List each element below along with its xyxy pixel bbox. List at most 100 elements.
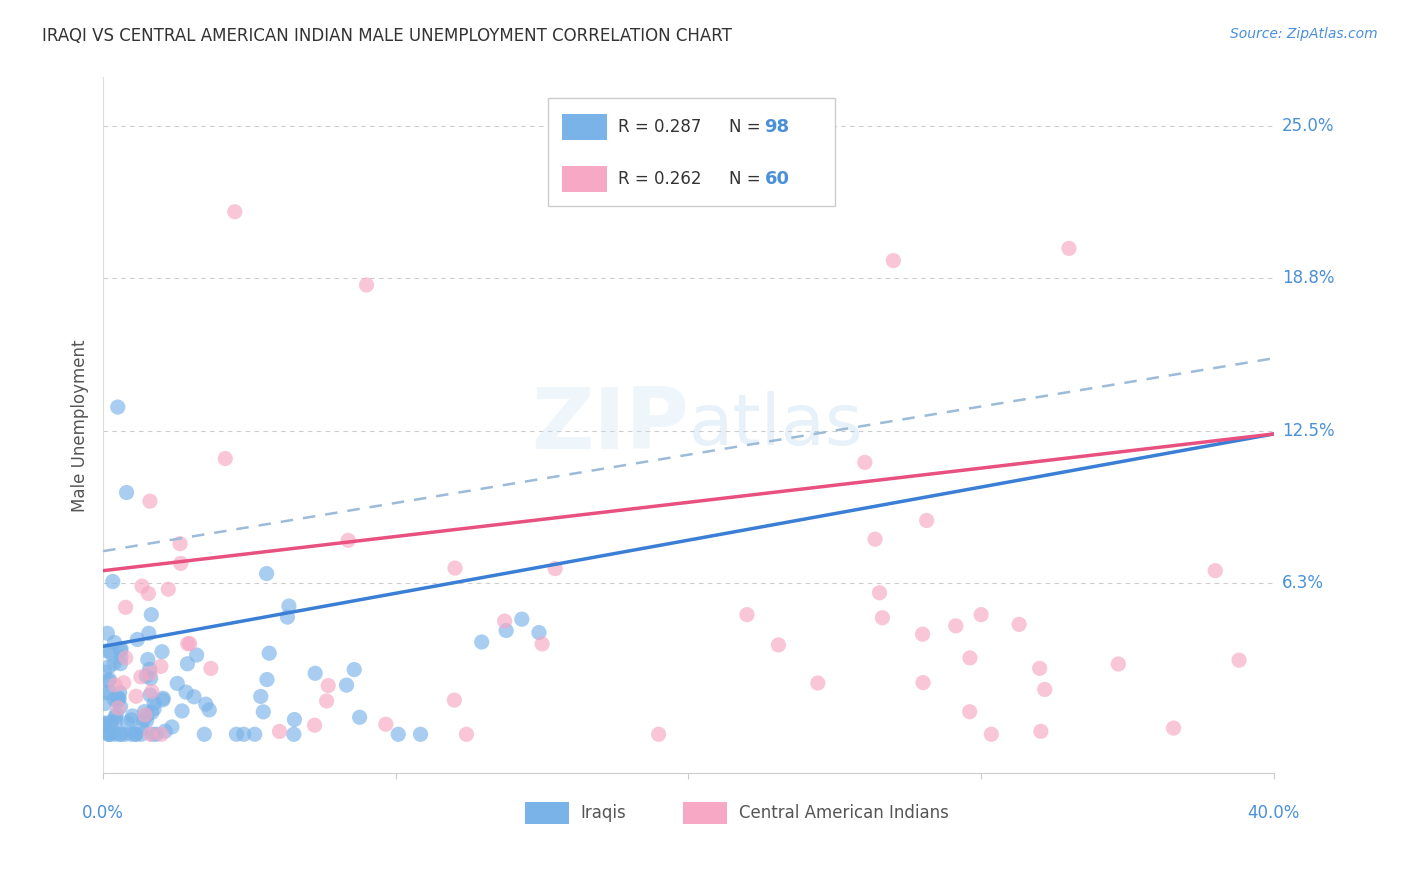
Point [349,710,371,724]
Text: Source: ZipAtlas.com: Source: ZipAtlas.com [1230,27,1378,41]
Point [108,685,131,699]
Point [101,574,124,589]
Point [495,624,517,638]
Point [110,643,132,657]
Point [166,676,188,690]
Text: 25.0%: 25.0% [1282,117,1334,136]
Point [110,699,132,714]
Point [100,716,122,731]
Point [735,607,758,622]
Point [100,646,122,660]
Point [104,710,127,724]
Point [214,451,236,466]
Point [409,727,432,741]
Point [444,561,467,575]
Point [115,485,138,500]
Point [97,727,120,741]
Point [276,610,298,624]
Point [104,727,127,741]
Point [510,612,533,626]
Bar [682,802,727,824]
Text: Iraqis: Iraqis [581,804,627,822]
Point [112,676,135,690]
Point [104,678,127,692]
Point [959,705,981,719]
Point [97,674,120,689]
Text: 0.0%: 0.0% [82,804,124,822]
Point [1227,653,1250,667]
Point [335,678,357,692]
Point [387,727,409,741]
Point [198,703,221,717]
Point [110,657,132,671]
Point [179,637,201,651]
Point [138,662,160,676]
Point [224,204,246,219]
Point [107,400,129,414]
Point [94,686,117,700]
Text: 98: 98 [765,118,790,136]
Point [114,600,136,615]
Point [107,701,129,715]
Point [131,579,153,593]
Point [152,693,174,707]
Point [980,727,1002,741]
Point [103,635,125,649]
Text: 6.3%: 6.3% [1282,574,1324,592]
Point [304,718,326,732]
Point [768,638,790,652]
Point [110,641,132,656]
Point [494,614,516,628]
Point [882,253,904,268]
Point [194,697,217,711]
Point [1033,682,1056,697]
Point [93,665,115,680]
Point [129,727,152,741]
Point [150,645,173,659]
Y-axis label: Male Unemployment: Male Unemployment [72,339,89,512]
Point [269,724,291,739]
Point [343,663,366,677]
Point [142,727,165,741]
Point [970,607,993,622]
Text: N =: N = [730,118,766,136]
Point [129,670,152,684]
Text: IRAQI VS CENTRAL AMERICAN INDIAN MALE UNEMPLOYMENT CORRELATION CHART: IRAQI VS CENTRAL AMERICAN INDIAN MALE UN… [42,27,733,45]
Point [1204,564,1226,578]
Point [121,713,143,727]
Point [93,697,115,711]
Point [531,637,554,651]
Text: R = 0.287: R = 0.287 [619,118,702,136]
Point [959,651,981,665]
Point [110,727,132,741]
Point [136,652,159,666]
Point [141,607,163,622]
Point [114,727,136,741]
Point [249,690,271,704]
Point [257,646,280,660]
Point [169,537,191,551]
Bar [548,98,835,206]
Text: atlas: atlas [689,391,863,460]
Point [152,691,174,706]
Point [98,673,121,687]
Point [869,586,891,600]
Point [170,704,193,718]
Bar [562,113,606,140]
Point [1008,617,1031,632]
Point [139,666,162,681]
Point [807,676,830,690]
Point [1029,724,1052,739]
Point [96,626,118,640]
Point [135,669,157,683]
Point [155,724,177,739]
Point [136,708,159,723]
Text: 12.5%: 12.5% [1282,423,1334,441]
Bar [562,166,606,193]
Point [107,690,129,705]
Point [141,684,163,698]
Point [186,648,208,662]
Point [103,656,125,670]
Point [121,727,143,741]
Point [176,657,198,671]
